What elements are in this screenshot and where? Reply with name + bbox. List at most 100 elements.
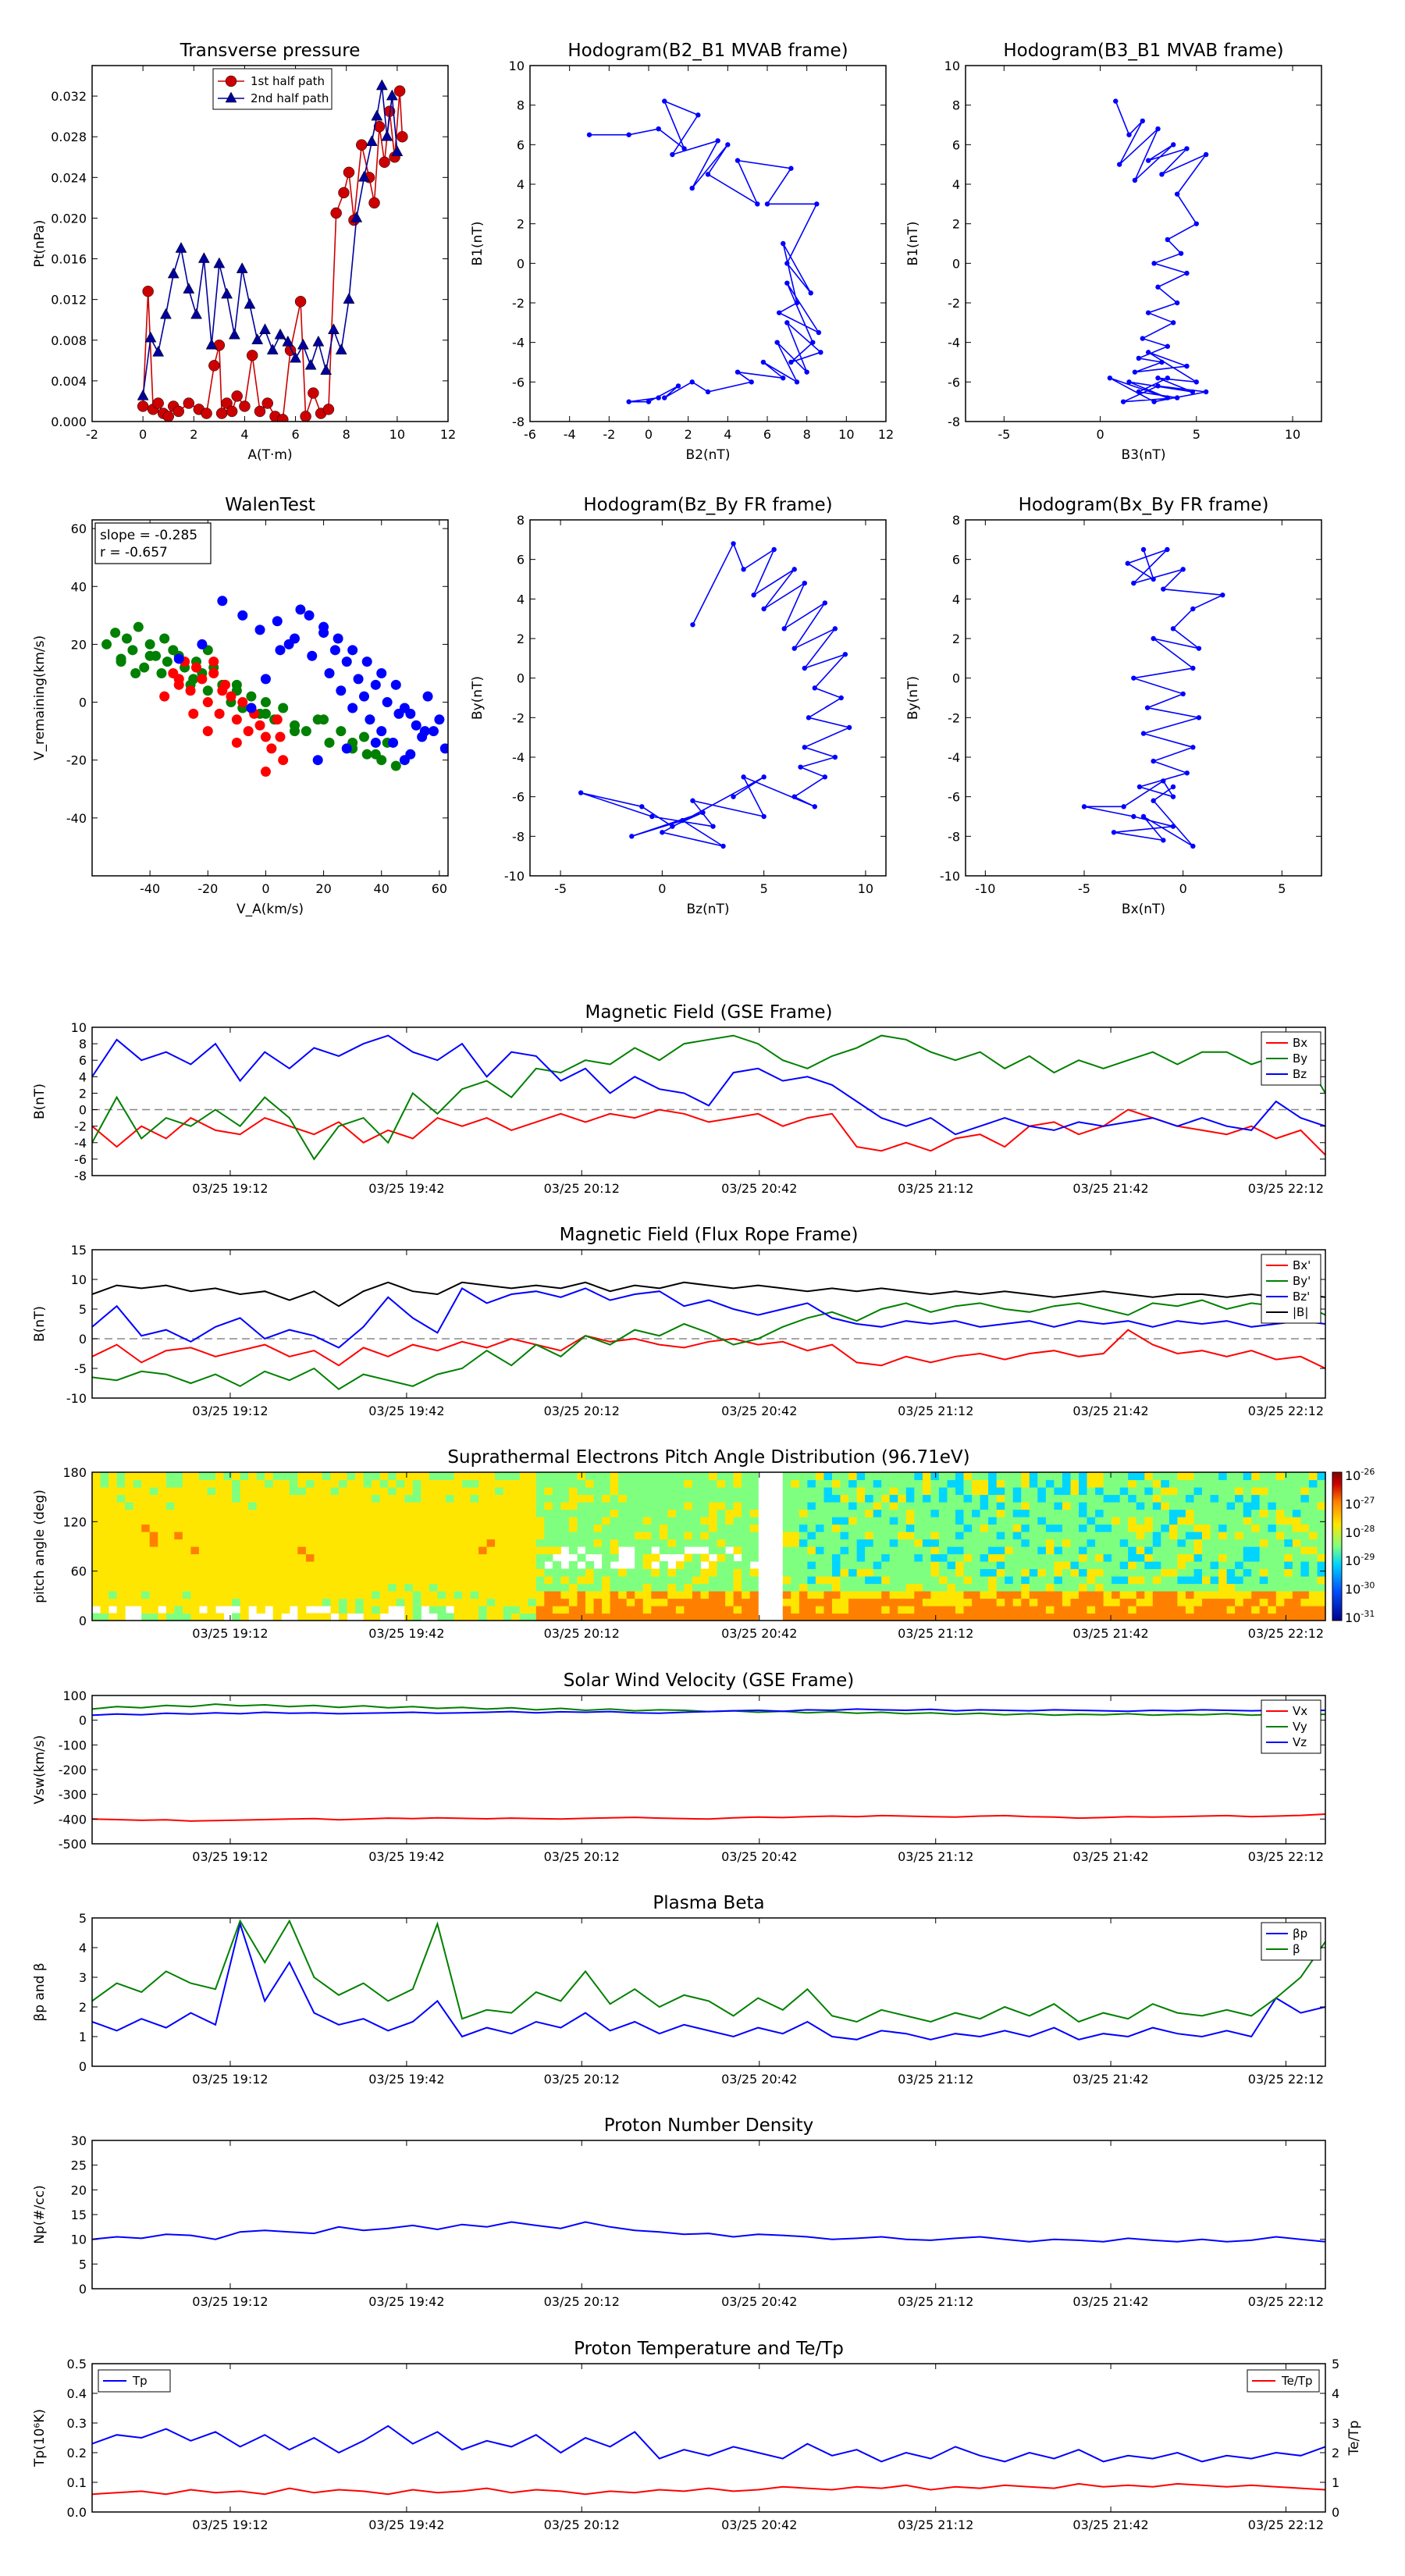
heatmap-cell <box>125 1583 134 1592</box>
x-tick-label: 40 <box>374 881 389 896</box>
heatmap-cell <box>1218 1583 1228 1592</box>
heatmap-cell <box>742 1561 751 1570</box>
chart-bgse: Magnetic Field (GSE Frame)-8-6-4-2024681… <box>32 1002 1326 1196</box>
heatmap-cell <box>116 1524 126 1532</box>
heatmap-cell <box>125 1539 134 1547</box>
colorbar-label: 10-26 <box>1345 1467 1375 1483</box>
heatmap-cell <box>914 1613 923 1621</box>
data-point <box>626 399 631 404</box>
heatmap-cell <box>511 1472 521 1481</box>
scatter-point <box>197 639 208 649</box>
y-axis-label: B(nT) <box>32 1083 48 1119</box>
plot-area <box>137 79 408 422</box>
heatmap-cell <box>372 1591 381 1599</box>
heatmap-cell <box>486 1606 496 1614</box>
heatmap-cell <box>256 1524 265 1532</box>
heatmap-cell <box>363 1583 372 1592</box>
heatmap-cell <box>1079 1606 1088 1614</box>
heatmap-cell <box>889 1479 898 1488</box>
data-point <box>277 414 289 422</box>
heatmap-cell <box>684 1494 693 1503</box>
heatmap-cell <box>593 1613 603 1621</box>
heatmap-cell <box>528 1576 537 1585</box>
heatmap-cell <box>1128 1546 1137 1555</box>
heatmap-cell <box>478 1613 488 1621</box>
heatmap-cell <box>470 1509 479 1517</box>
heatmap-cell <box>980 1561 989 1570</box>
heatmap-cell <box>272 1576 282 1585</box>
heatmap-cell <box>1079 1517 1088 1525</box>
heatmap-cell <box>240 1606 249 1614</box>
heatmap-cell <box>667 1517 677 1525</box>
heatmap-cell <box>905 1576 915 1585</box>
heatmap-cell <box>1193 1583 1203 1592</box>
scatter-point <box>237 610 248 621</box>
heatmap-cell <box>1054 1494 1063 1503</box>
heatmap-cell <box>1112 1532 1121 1540</box>
heatmap-cell <box>519 1598 528 1606</box>
heatmap-cell <box>322 1532 331 1540</box>
heatmap-cell <box>289 1524 298 1532</box>
heatmap-cell <box>462 1598 471 1606</box>
heatmap-cell <box>1136 1606 1145 1614</box>
heatmap-cell <box>388 1539 397 1547</box>
heatmap-cell <box>1021 1532 1030 1540</box>
heatmap-cell <box>240 1509 249 1517</box>
heatmap-cell <box>856 1487 866 1496</box>
heatmap-cell <box>733 1532 742 1540</box>
heatmap-cell <box>190 1583 200 1592</box>
y-tick-label: 10 <box>71 2233 87 2247</box>
heatmap-cell <box>437 1568 446 1577</box>
x-tick-label: 03/25 20:42 <box>721 1404 797 1418</box>
heatmap-cell <box>528 1591 537 1599</box>
heatmap-cell <box>659 1524 668 1532</box>
heatmap-cell <box>799 1472 808 1481</box>
heatmap-cell <box>963 1606 973 1614</box>
heatmap-cell <box>470 1568 479 1577</box>
data-point <box>197 252 210 263</box>
legend-label: βp <box>1293 1927 1307 1941</box>
heatmap-cell <box>782 1494 791 1503</box>
heatmap-cell <box>339 1509 348 1517</box>
heatmap-cell <box>972 1539 981 1547</box>
heatmap-cell <box>339 1494 348 1503</box>
y-tick-label: 2 <box>952 217 960 232</box>
heatmap-cell <box>1300 1553 1310 1562</box>
heatmap-cell <box>873 1561 882 1570</box>
heatmap-cell <box>281 1517 290 1525</box>
x-tick-label: 5 <box>1193 427 1200 442</box>
data-point <box>1161 778 1166 784</box>
heatmap-cell <box>552 1546 561 1555</box>
heatmap-cell <box>972 1576 981 1585</box>
x-tick-label: 03/25 22:12 <box>1248 2072 1324 2087</box>
heatmap-cell <box>305 1472 315 1481</box>
data-point <box>208 360 220 372</box>
heatmap-cell <box>782 1532 791 1540</box>
heatmap-cell <box>503 1553 512 1562</box>
heatmap-cell <box>955 1598 965 1606</box>
heatmap-cell <box>1070 1546 1080 1555</box>
y-tick-label: 60 <box>71 521 87 536</box>
heatmap-cell <box>462 1494 471 1503</box>
heatmap-cell <box>626 1583 635 1592</box>
heatmap-cell <box>462 1576 471 1585</box>
scatter-point <box>376 726 387 737</box>
plot-frame <box>529 519 887 877</box>
data-point <box>586 132 592 137</box>
heatmap-cell <box>1185 1546 1194 1555</box>
heatmap-cell <box>568 1472 578 1481</box>
heatmap-cell <box>709 1479 718 1488</box>
heatmap-cell <box>856 1553 866 1562</box>
heatmap-cell <box>799 1517 808 1525</box>
heatmap-cell <box>297 1546 307 1555</box>
heatmap-cell <box>568 1479 578 1488</box>
data-point <box>804 369 809 375</box>
x-tick-label: 03/25 22:12 <box>1248 1626 1324 1641</box>
heatmap-cell <box>429 1509 438 1517</box>
heatmap-cell <box>339 1613 348 1621</box>
heatmap-cell <box>602 1598 611 1606</box>
chart-title-hodo2: Hodogram(B3_B1 MVAB frame) <box>1003 41 1283 61</box>
heatmap-cell <box>610 1553 619 1562</box>
heatmap-cell <box>782 1598 791 1606</box>
data-point <box>731 541 736 546</box>
